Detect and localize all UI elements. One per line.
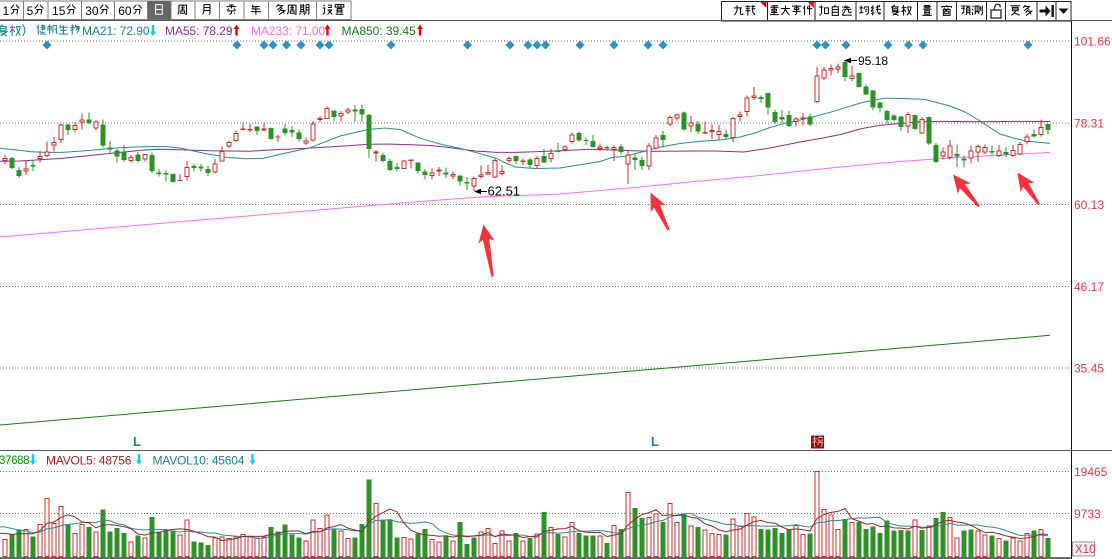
svg-text:5: 5 xyxy=(27,4,34,18)
svg-text:L: L xyxy=(651,434,659,449)
svg-text:46.17: 46.17 xyxy=(1074,280,1104,294)
svg-text:1: 1 xyxy=(3,4,10,18)
svg-text:60.13: 60.13 xyxy=(1074,198,1104,212)
svg-text:X10: X10 xyxy=(1075,544,1095,556)
svg-text:MA55: 78.29: MA55: 78.29 xyxy=(165,24,233,38)
svg-text:62.51: 62.51 xyxy=(488,184,521,199)
svg-text:37688: 37688 xyxy=(0,455,29,467)
svg-text:19465: 19465 xyxy=(1074,465,1108,479)
svg-text:MA850: 39.45: MA850: 39.45 xyxy=(342,24,416,38)
svg-text:30: 30 xyxy=(85,4,99,18)
svg-text:101.66: 101.66 xyxy=(1074,35,1111,49)
svg-text:35.45: 35.45 xyxy=(1074,362,1104,376)
svg-text:95.18: 95.18 xyxy=(858,54,888,68)
svg-text:78.31: 78.31 xyxy=(1074,117,1104,131)
svg-text:L: L xyxy=(133,434,141,449)
svg-text:9733: 9733 xyxy=(1074,507,1101,521)
svg-text:15: 15 xyxy=(52,4,66,18)
svg-text:MA233: 71.00: MA233: 71.00 xyxy=(251,24,325,38)
svg-text:MAVOL5: 48756: MAVOL5: 48756 xyxy=(46,454,132,468)
svg-text:60: 60 xyxy=(118,4,132,18)
svg-text:MAVOL10: 45604: MAVOL10: 45604 xyxy=(153,454,245,468)
svg-text:MA21: 72.90: MA21: 72.90 xyxy=(82,24,150,38)
